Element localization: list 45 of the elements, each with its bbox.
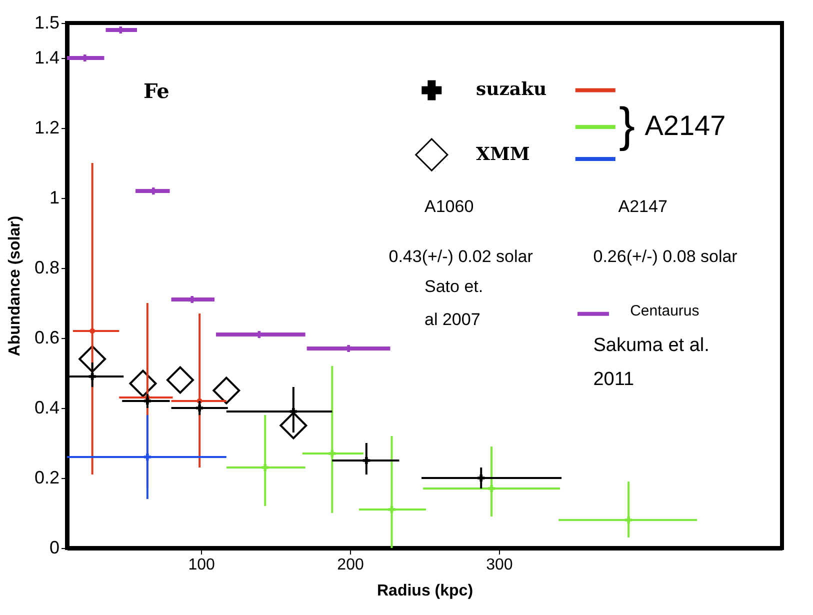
point — [280, 412, 308, 440]
x-tick-label: 100 — [188, 556, 216, 574]
legend-label: suzaku — [476, 79, 547, 100]
point — [388, 506, 396, 514]
y-tick-label: 0.8 — [34, 258, 60, 278]
point — [78, 345, 106, 373]
annotation: 0.43(+/-) 0.02 solar — [388, 247, 534, 266]
point — [478, 474, 485, 482]
y-tick-label: 1.4 — [34, 48, 60, 68]
point — [262, 464, 269, 472]
legend-label: Centaurus — [630, 302, 700, 320]
annotation: Sato et. — [424, 277, 484, 296]
y-tick-label: 0.6 — [34, 328, 60, 348]
annotation: A2147 — [644, 110, 726, 141]
point — [129, 370, 157, 398]
point — [196, 404, 204, 412]
annotation: A2147 — [618, 196, 668, 216]
y-tick-label: 1.2 — [34, 118, 60, 138]
annotation: } — [618, 98, 636, 152]
point — [90, 328, 96, 334]
point — [488, 484, 496, 492]
point — [362, 456, 370, 464]
y-tick-label: 0.4 — [34, 398, 60, 418]
point — [88, 372, 96, 380]
point — [212, 376, 240, 404]
y-tick-label: 0 — [49, 538, 60, 558]
y-axis-title: Abundance (solar) — [6, 216, 24, 356]
annotation: 2011 — [593, 368, 634, 390]
annotation: A1060 — [424, 196, 474, 216]
annotation: Sakuma et al. — [593, 334, 710, 356]
y-tick-label: 0.2 — [34, 468, 60, 488]
annotation: al 2007 — [424, 310, 480, 330]
point — [166, 366, 194, 394]
legend-label: XMM — [476, 144, 530, 165]
point — [144, 397, 151, 405]
y-tick-label: 1 — [49, 188, 60, 208]
x-tick-label: 300 — [486, 556, 513, 574]
point — [328, 450, 336, 458]
y-tick-label: 1.5 — [34, 12, 60, 32]
point — [144, 453, 151, 461]
point — [625, 516, 632, 524]
annotation: 0.26(+/-) 0.08 solar — [593, 247, 738, 266]
annotation: Fe — [144, 78, 170, 103]
x-axis-title: Radius (kpc) — [376, 582, 474, 600]
x-tick-label: 200 — [337, 556, 364, 574]
